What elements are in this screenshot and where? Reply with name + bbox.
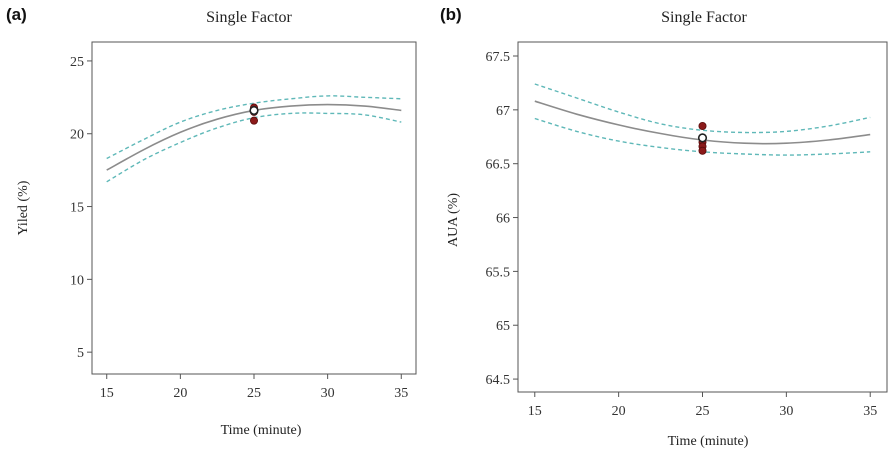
y-axis-label: AUA (%) bbox=[446, 193, 461, 247]
x-tick-label: 30 bbox=[779, 404, 793, 419]
x-axis-label: Time (minute) bbox=[668, 434, 749, 449]
y-tick-label: 25 bbox=[70, 55, 84, 70]
center-point bbox=[697, 133, 708, 143]
plot-frame bbox=[517, 41, 888, 393]
design-points bbox=[249, 103, 259, 125]
y-axis: 64.5 65 65.5 66 66.5 67 67.5 bbox=[486, 50, 518, 388]
data-point bbox=[698, 122, 707, 131]
chart-title: Single Factor bbox=[661, 9, 747, 26]
y-tick-label: 20 bbox=[70, 128, 84, 143]
data-point bbox=[249, 116, 258, 125]
y-tick-label: 65 bbox=[496, 319, 510, 334]
x-axis-label: Time (minute) bbox=[221, 423, 302, 438]
y-tick-label: 15 bbox=[70, 201, 84, 216]
x-axis: 15 20 25 30 35 bbox=[528, 392, 877, 419]
y-tick-label: 66 bbox=[496, 212, 510, 227]
x-axis: 15 20 25 30 35 bbox=[100, 374, 408, 401]
x-tick-label: 30 bbox=[321, 386, 335, 401]
x-tick-label: 35 bbox=[394, 386, 408, 401]
x-tick-label: 15 bbox=[100, 386, 114, 401]
y-tick-label: 67 bbox=[496, 104, 510, 119]
design-points bbox=[697, 122, 708, 155]
y-tick-label: 65.5 bbox=[486, 265, 511, 280]
panel-label: (b) bbox=[440, 5, 462, 24]
x-tick-label: 20 bbox=[173, 386, 187, 401]
panel-label: (a) bbox=[6, 5, 27, 24]
y-tick-label: 67.5 bbox=[486, 50, 511, 65]
x-tick-label: 35 bbox=[863, 404, 877, 419]
chart-title: Single Factor bbox=[206, 9, 292, 26]
x-tick-label: 20 bbox=[612, 404, 626, 419]
y-tick-label: 10 bbox=[70, 273, 84, 288]
y-axis: 5 10 15 20 25 bbox=[70, 55, 92, 361]
panel-a: (a) Single Factor 15 20 25 30 35 5 10 15 20 25 T… bbox=[6, 5, 417, 438]
upper-ci-line bbox=[534, 83, 871, 134]
x-tick-label: 25 bbox=[247, 386, 261, 401]
y-tick-label: 5 bbox=[77, 346, 84, 361]
y-tick-label: 66.5 bbox=[486, 158, 511, 173]
y-axis-label: Yiled (%) bbox=[16, 180, 31, 235]
panel-b: (b) Single Factor 15 20 25 30 35 64.56565.56… bbox=[440, 5, 888, 449]
center-point bbox=[249, 105, 259, 116]
data-point bbox=[698, 146, 707, 155]
x-tick-label: 15 bbox=[528, 404, 542, 419]
plot-frame bbox=[91, 41, 417, 375]
y-tick-label: 64.5 bbox=[486, 373, 511, 388]
x-tick-label: 25 bbox=[696, 404, 710, 419]
